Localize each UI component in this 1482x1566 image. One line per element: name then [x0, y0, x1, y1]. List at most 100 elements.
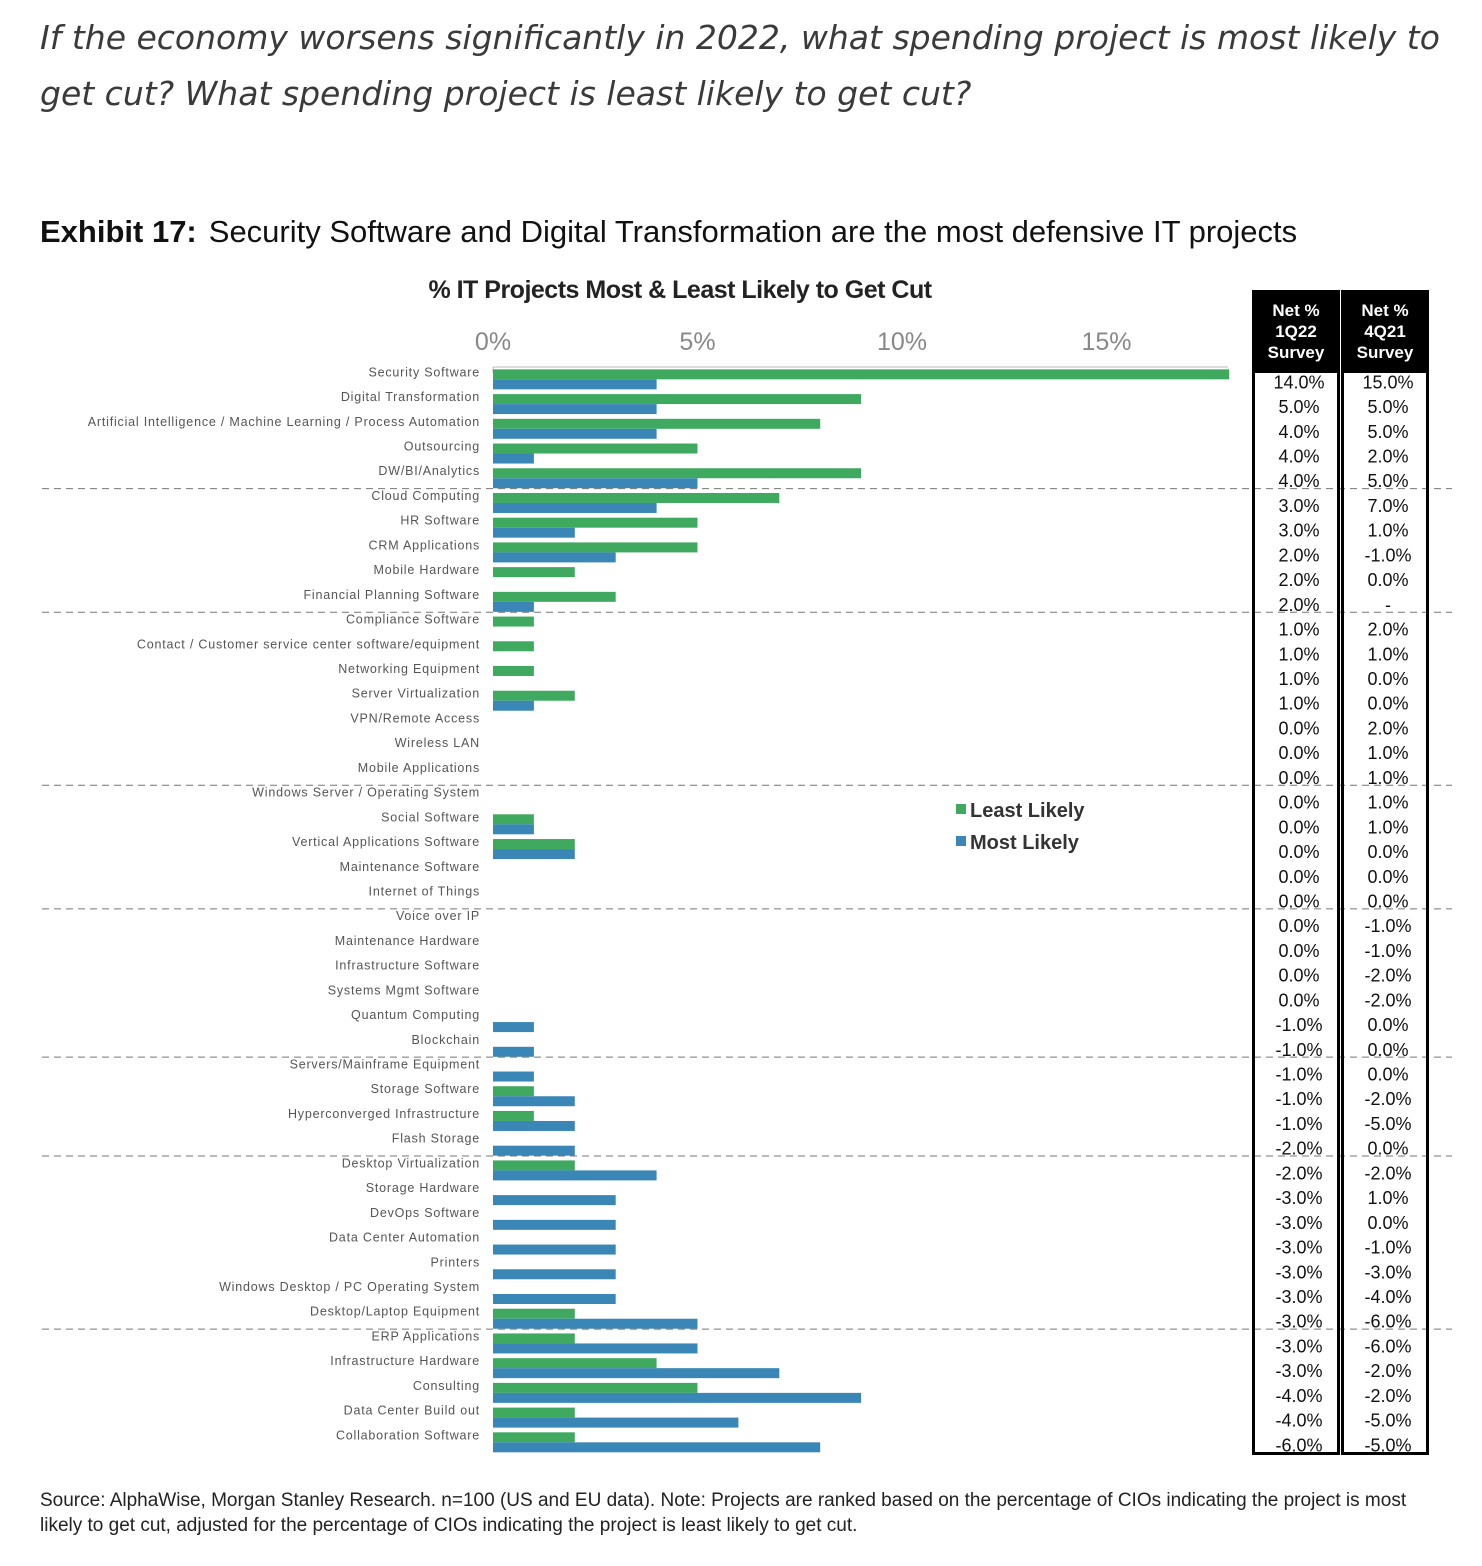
most-likely-bar	[493, 1022, 534, 1032]
category-label: Storage Software	[371, 1082, 480, 1096]
category-label: Voice over IP	[396, 909, 480, 923]
category-label: Social Software	[381, 810, 480, 824]
most-likely-bar	[493, 1047, 534, 1057]
most-likely-bar	[493, 404, 657, 414]
most-likely-bar	[493, 1269, 616, 1279]
net-1q22-column: Net % 1Q22 Survey	[1252, 290, 1340, 1455]
category-label: Consulting	[413, 1379, 480, 1393]
category-label: Compliance Software	[346, 613, 480, 627]
category-label: Storage Hardware	[366, 1181, 480, 1195]
least-likely-bar	[493, 839, 575, 849]
most-likely-bar	[493, 1368, 779, 1378]
most-likely-bar	[493, 1245, 616, 1255]
category-label: Systems Mgmt Software	[328, 983, 480, 997]
least-likely-bar	[493, 666, 534, 676]
net-1q22-header-line2: 1Q22	[1255, 321, 1337, 342]
x-tick-label: 5%	[679, 328, 715, 356]
category-label: Maintenance Software	[340, 860, 480, 874]
most-likely-bar	[493, 1121, 575, 1131]
least-likely-bar	[493, 1383, 698, 1393]
most-likely-bar	[493, 503, 657, 513]
category-label: Flash Storage	[392, 1132, 480, 1146]
most-likely-bar	[493, 602, 534, 612]
category-label: DevOps Software	[370, 1206, 480, 1220]
category-label: Mobile Applications	[358, 761, 480, 775]
most-likely-bar	[493, 1343, 698, 1353]
most-likely-bar	[493, 552, 616, 562]
net-1q22-header-line3: Survey	[1255, 342, 1337, 363]
category-label: Quantum Computing	[351, 1008, 480, 1022]
category-label: Infrastructure Hardware	[330, 1354, 480, 1368]
category-label: Infrastructure Software	[335, 959, 480, 973]
most-likely-bar	[493, 701, 534, 711]
least-likely-bar	[493, 592, 616, 602]
category-label: Contact / Customer service center softwa…	[137, 637, 480, 651]
x-tick-label: 10%	[877, 328, 927, 356]
category-label: Networking Equipment	[338, 662, 480, 676]
least-likely-bar	[493, 1432, 575, 1442]
most-likely-bar	[493, 478, 698, 488]
least-likely-bar	[493, 369, 1229, 379]
most-likely-bar	[493, 528, 575, 538]
most-likely-bar	[493, 1418, 738, 1428]
category-label: Desktop Virtualization	[342, 1156, 480, 1170]
category-label: Windows Server / Operating System	[252, 786, 480, 800]
most-likely-bar	[493, 1442, 820, 1452]
least-likely-bar	[493, 691, 575, 701]
category-label: Financial Planning Software	[303, 588, 480, 602]
most-likely-bar	[493, 1393, 861, 1403]
least-likely-bar	[493, 1086, 534, 1096]
category-label: Outsourcing	[404, 440, 480, 454]
category-label: Windows Desktop / PC Operating System	[219, 1280, 480, 1294]
most-likely-bar	[493, 379, 657, 389]
net-4q21-header: Net % 4Q21 Survey	[1344, 293, 1426, 373]
net-1q22-header: Net % 1Q22 Survey	[1255, 293, 1337, 373]
least-likely-bar	[493, 394, 861, 404]
category-label: Vertical Applications Software	[292, 835, 480, 849]
least-likely-bar	[493, 1160, 575, 1170]
least-likely-bar	[493, 1408, 575, 1418]
category-label: Security Software	[368, 365, 480, 379]
category-label: Maintenance Hardware	[335, 934, 480, 948]
least-likely-bar	[493, 493, 779, 503]
category-label: Server Virtualization	[352, 687, 480, 701]
least-likely-bar	[493, 1309, 575, 1319]
category-label: Printers	[431, 1255, 480, 1269]
most-likely-bar	[493, 454, 534, 464]
legend-label: Most Likely	[970, 832, 1080, 854]
x-tick-label: 15%	[1081, 328, 1131, 356]
most-likely-bar	[493, 849, 575, 859]
most-likely-bar	[493, 1195, 616, 1205]
least-likely-bar	[493, 1358, 657, 1368]
category-label: HR Software	[400, 514, 480, 528]
x-tick-label: 0%	[475, 328, 511, 356]
least-likely-bar	[493, 518, 698, 528]
category-label: Digital Transformation	[341, 390, 480, 404]
category-label: DW/BI/Analytics	[378, 464, 480, 478]
least-likely-bar	[493, 542, 698, 552]
least-likely-bar	[493, 419, 820, 429]
net-1q22-header-line1: Net %	[1255, 300, 1337, 321]
least-likely-bar	[493, 814, 534, 824]
source-note: Source: AlphaWise, Morgan Stanley Resear…	[40, 1488, 1450, 1538]
most-likely-bar	[493, 1096, 575, 1106]
category-label: VPN/Remote Access	[350, 711, 480, 725]
least-likely-bar	[493, 1111, 534, 1121]
most-likely-bar	[493, 429, 657, 439]
least-likely-bar	[493, 1333, 575, 1343]
least-likely-bar	[493, 617, 534, 627]
category-label: Wireless LAN	[395, 736, 480, 750]
net-4q21-header-line2: 4Q21	[1344, 321, 1426, 342]
most-likely-bar	[493, 1146, 575, 1156]
category-label: CRM Applications	[369, 538, 480, 552]
most-likely-bar	[493, 1319, 698, 1329]
category-label: Servers/Mainframe Equipment	[290, 1058, 480, 1072]
net-4q21-header-line3: Survey	[1344, 342, 1426, 363]
category-label: ERP Applications	[372, 1329, 480, 1343]
most-likely-bar	[493, 824, 534, 834]
most-likely-bar	[493, 1220, 616, 1230]
category-label: Data Center Automation	[329, 1231, 480, 1245]
category-label: Artificial Intelligence / Machine Learni…	[88, 415, 480, 429]
category-label: Collaboration Software	[336, 1428, 480, 1442]
net-4q21-column: Net % 4Q21 Survey	[1341, 290, 1429, 1455]
